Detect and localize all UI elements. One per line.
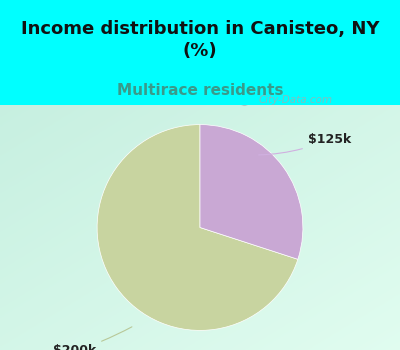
Wedge shape [97,125,298,330]
Text: $200k: $200k [53,327,132,350]
Text: City-Data.com: City-Data.com [259,95,333,105]
Wedge shape [200,125,303,259]
Text: Income distribution in Canisteo, NY
(%): Income distribution in Canisteo, NY (%) [21,20,379,60]
Text: Multirace residents: Multirace residents [117,83,283,98]
Text: $125k: $125k [259,133,351,155]
